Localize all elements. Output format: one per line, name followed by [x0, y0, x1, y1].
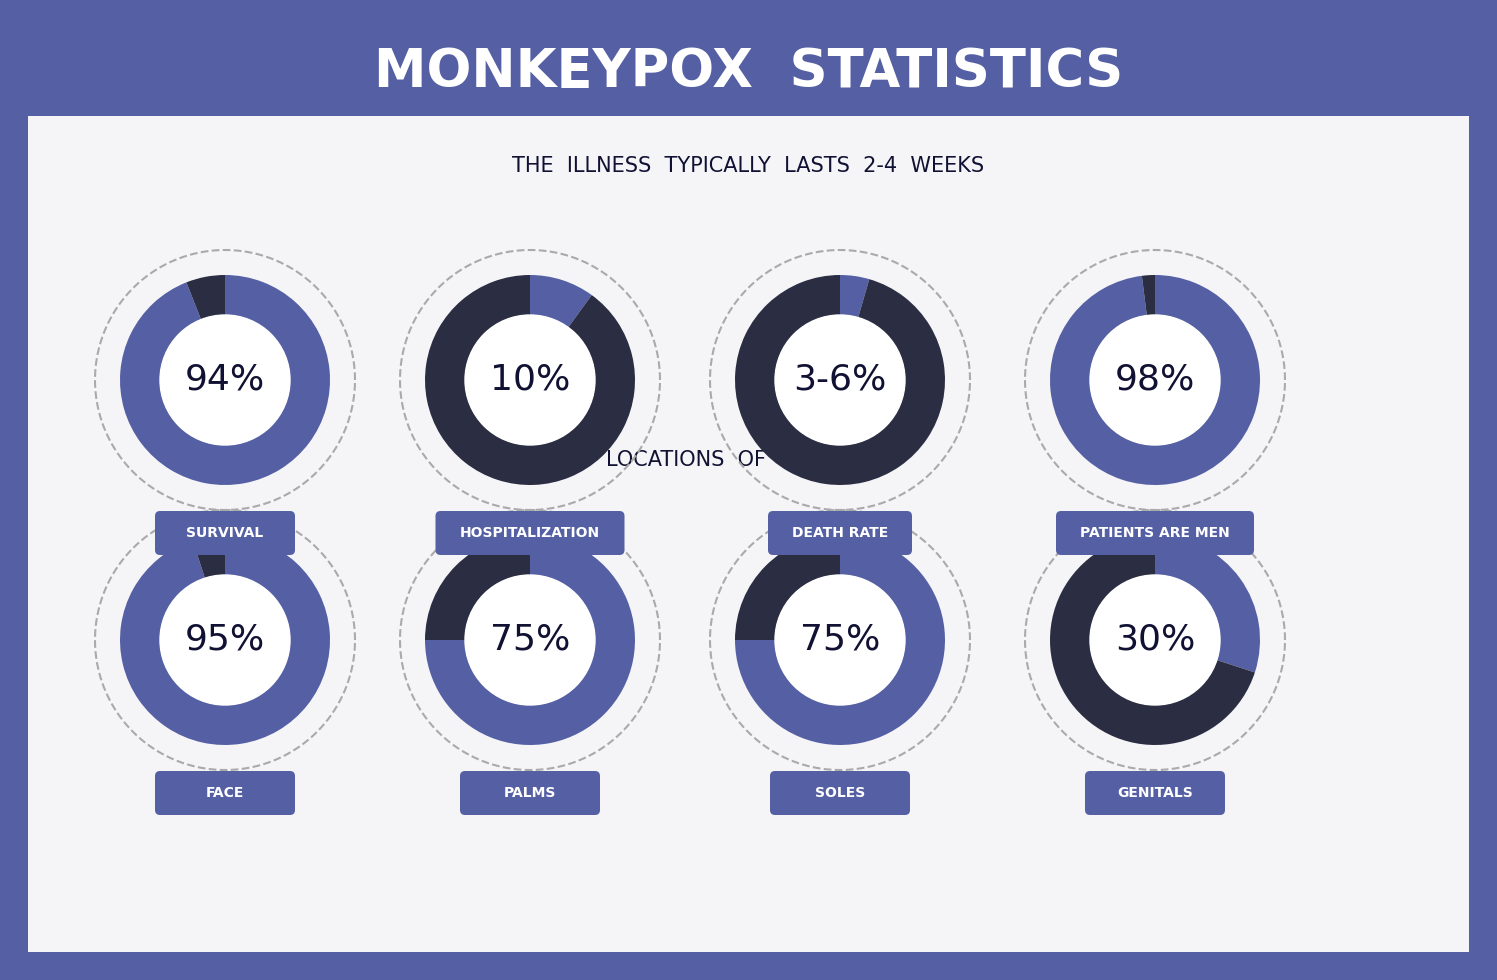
- FancyBboxPatch shape: [156, 511, 295, 555]
- Text: THE  ILLNESS  TYPICALLY  LASTS  2-4  WEEKS: THE ILLNESS TYPICALLY LASTS 2-4 WEEKS: [512, 156, 985, 176]
- Wedge shape: [1156, 535, 1260, 672]
- FancyBboxPatch shape: [1085, 771, 1225, 815]
- Circle shape: [775, 315, 906, 445]
- Wedge shape: [735, 535, 945, 745]
- FancyBboxPatch shape: [1055, 511, 1254, 555]
- Wedge shape: [193, 535, 225, 578]
- Text: LOCATIONS  OF  THE  RASH: LOCATIONS OF THE RASH: [606, 450, 891, 470]
- Wedge shape: [530, 275, 591, 327]
- FancyBboxPatch shape: [460, 771, 600, 815]
- Wedge shape: [425, 535, 635, 745]
- Text: GENITALS: GENITALS: [1117, 786, 1193, 800]
- Circle shape: [160, 575, 290, 705]
- Text: 75%: 75%: [799, 623, 880, 657]
- FancyBboxPatch shape: [28, 28, 1469, 116]
- Wedge shape: [840, 275, 870, 318]
- Text: 98%: 98%: [1115, 363, 1195, 397]
- Text: 30%: 30%: [1115, 623, 1195, 657]
- Wedge shape: [425, 535, 530, 640]
- Text: SOLES: SOLES: [814, 786, 865, 800]
- Circle shape: [466, 315, 594, 445]
- Text: PALMS: PALMS: [504, 786, 557, 800]
- Wedge shape: [186, 275, 225, 319]
- Text: PATIENTS ARE MEN: PATIENTS ARE MEN: [1081, 526, 1231, 540]
- Wedge shape: [1049, 275, 1260, 485]
- Text: HOSPITALIZATION: HOSPITALIZATION: [460, 526, 600, 540]
- Circle shape: [160, 315, 290, 445]
- Text: FACE: FACE: [205, 786, 244, 800]
- Circle shape: [1090, 575, 1220, 705]
- Text: 75%: 75%: [490, 623, 570, 657]
- Wedge shape: [425, 275, 635, 485]
- Wedge shape: [120, 535, 329, 745]
- Wedge shape: [735, 275, 945, 485]
- Text: 10%: 10%: [490, 363, 570, 397]
- Circle shape: [775, 575, 906, 705]
- Wedge shape: [1049, 535, 1254, 745]
- Circle shape: [1090, 315, 1220, 445]
- FancyBboxPatch shape: [156, 771, 295, 815]
- Text: DEATH RATE: DEATH RATE: [792, 526, 888, 540]
- Wedge shape: [1142, 275, 1156, 316]
- Text: 95%: 95%: [184, 623, 265, 657]
- FancyBboxPatch shape: [769, 771, 910, 815]
- FancyBboxPatch shape: [768, 511, 912, 555]
- Text: 94%: 94%: [184, 363, 265, 397]
- Circle shape: [466, 575, 594, 705]
- Text: MONKEYPOX  STATISTICS: MONKEYPOX STATISTICS: [374, 46, 1123, 98]
- Wedge shape: [120, 275, 329, 485]
- Wedge shape: [735, 535, 840, 640]
- Text: 3-6%: 3-6%: [793, 363, 886, 397]
- FancyBboxPatch shape: [436, 511, 624, 555]
- Text: SURVIVAL: SURVIVAL: [186, 526, 263, 540]
- FancyBboxPatch shape: [28, 28, 1469, 952]
